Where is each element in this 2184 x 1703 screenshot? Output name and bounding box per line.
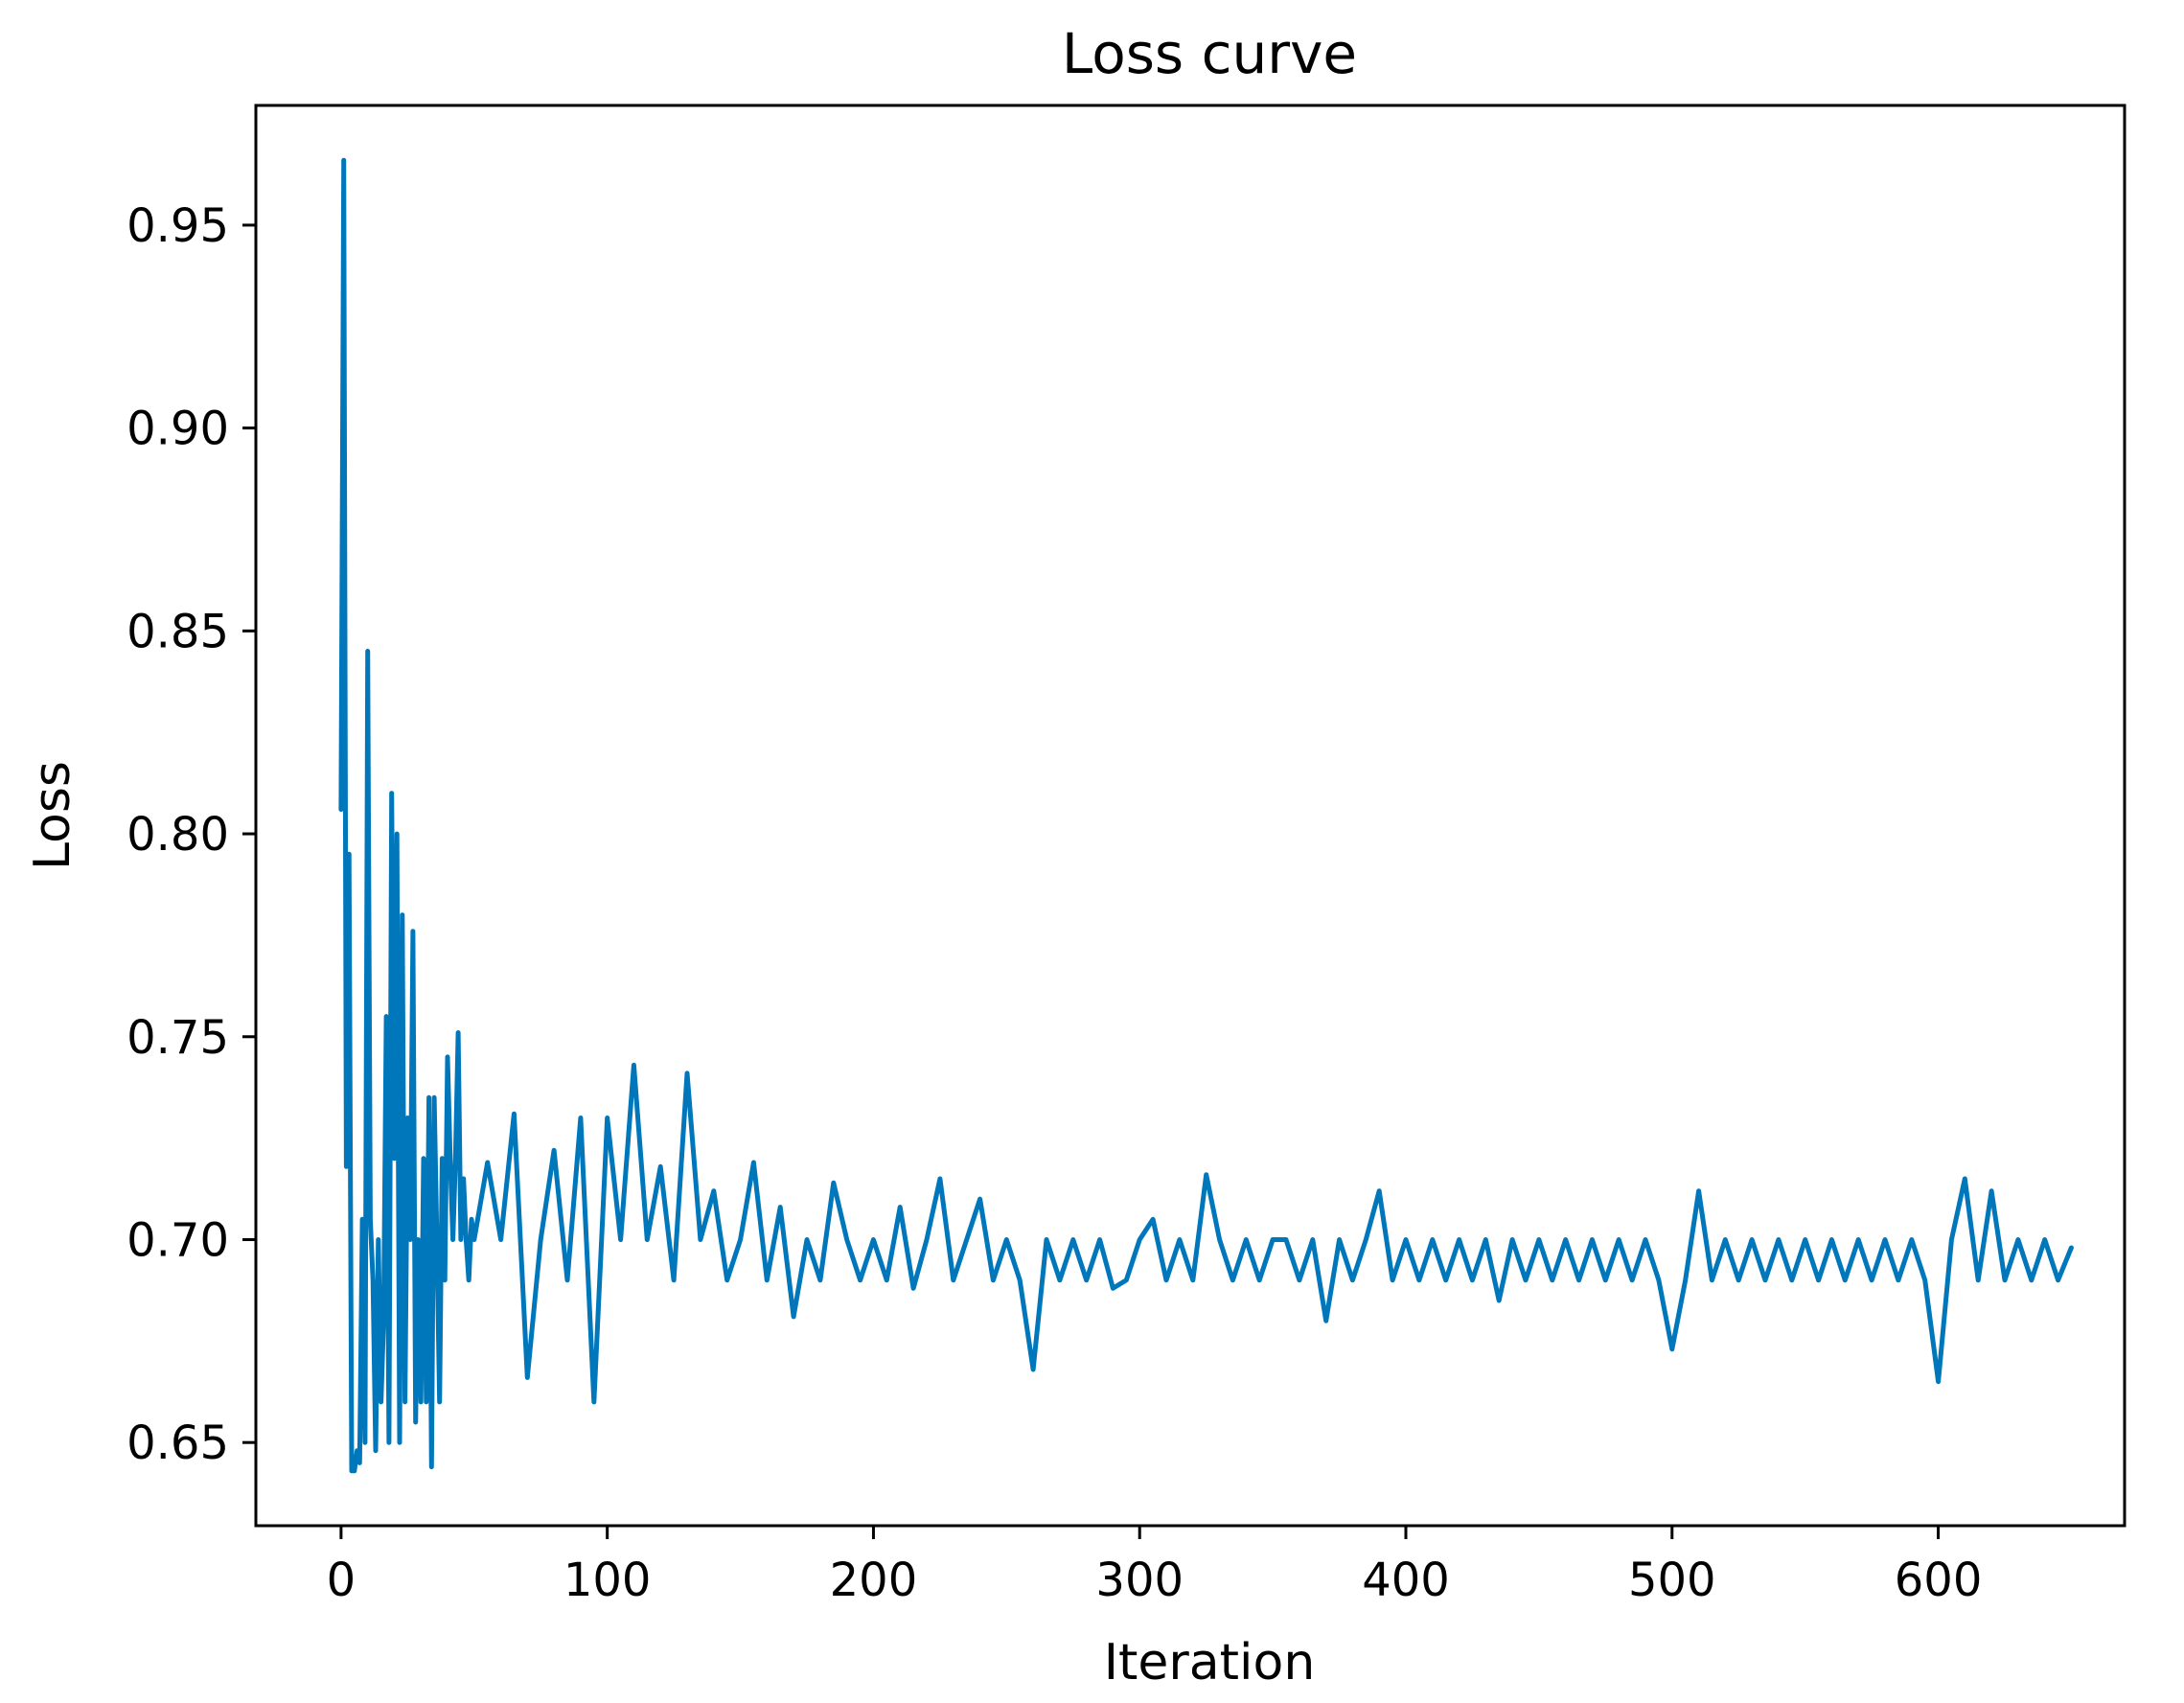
x-tick-label: 0 [327,1553,356,1607]
y-tick-label: 0.80 [126,808,229,862]
y-tick-label: 0.70 [126,1213,229,1267]
y-axis-label: Loss [24,761,81,870]
x-tick-label: 300 [1095,1553,1184,1607]
x-axis-label: Iteration [1104,1634,1316,1691]
chart-title: Loss curve [1062,21,1357,86]
y-tick-label: 0.85 [126,605,229,658]
x-tick-label: 400 [1362,1553,1450,1607]
y-tick-label: 0.75 [126,1011,229,1065]
x-axis: 0 100 200 300 400 500 600 [327,1526,1983,1607]
x-tick-label: 600 [1895,1553,1983,1607]
x-tick-label: 500 [1628,1553,1716,1607]
y-tick-label: 0.90 [126,403,229,456]
plot-area [338,157,2074,1474]
loss-series-line [338,157,2074,1474]
y-tick-label: 0.95 [126,199,229,253]
x-tick-label: 200 [830,1553,918,1607]
x-tick-label: 100 [563,1553,652,1607]
y-axis: 0.65 0.70 0.75 0.80 0.85 0.90 0.95 [126,199,256,1470]
y-tick-label: 0.65 [126,1416,229,1470]
axes-frame [254,104,2127,1528]
